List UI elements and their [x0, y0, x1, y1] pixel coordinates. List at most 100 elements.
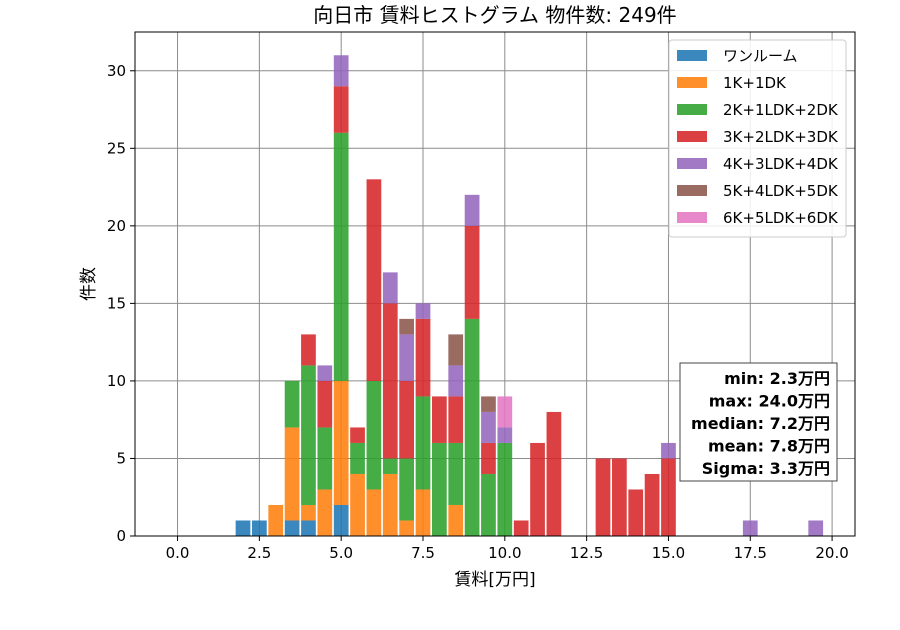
- bar-segment: [317, 380, 333, 428]
- stats-line: median: 7.2万円: [691, 414, 830, 433]
- stats-line: min: 2.3万円: [724, 369, 830, 388]
- bar-segment: [333, 504, 349, 536]
- legend-swatch: [677, 131, 707, 142]
- bar-segment: [415, 303, 431, 319]
- y-tick-label: 15: [107, 294, 126, 312]
- bar-segment: [481, 396, 496, 412]
- x-axis-label: 賃料[万円]: [454, 570, 535, 590]
- legend-swatch: [677, 185, 707, 196]
- bar-segment: [301, 520, 316, 536]
- bar-segment: [513, 520, 529, 536]
- bar-segment: [268, 504, 284, 536]
- bar-segment: [317, 365, 333, 381]
- y-tick-label: 30: [107, 62, 126, 80]
- bar-segment: [628, 489, 644, 536]
- bar-segment: [252, 520, 267, 536]
- legend-box: [668, 39, 847, 238]
- bar-segment: [742, 520, 758, 536]
- histogram-bars: [235, 55, 824, 536]
- legend-label: 5K+4LDK+5DK: [723, 182, 839, 200]
- x-axis-ticks: 0.0 2.5 5.0 7.5 10.0 12.5 15.0 17.5 20.0: [166, 536, 849, 562]
- bar-segment: [301, 365, 316, 505]
- legend-swatch: [677, 50, 707, 61]
- x-tick-label: 20.0: [815, 544, 848, 562]
- bar-segment: [333, 86, 349, 133]
- bar-segment: [661, 458, 676, 536]
- y-tick-label: 10: [107, 372, 126, 390]
- stats-line: mean: 7.8万円: [708, 437, 830, 456]
- bar-segment: [481, 442, 496, 474]
- bar-segment: [612, 458, 627, 536]
- legend-label: 4K+3LDK+4DK: [723, 155, 839, 173]
- x-tick-label: 5.0: [329, 544, 353, 562]
- x-tick-label: 10.0: [488, 544, 521, 562]
- legend: ワンルーム 1K+1DK 2K+1LDK+2DK 3K+2LDK+3DK 4K+3LDK…: [668, 39, 847, 238]
- bar-segment: [350, 427, 365, 443]
- bar-segment: [366, 380, 382, 490]
- bar-segment: [382, 458, 398, 474]
- bar-segment: [464, 225, 480, 319]
- bar-segment: [333, 132, 349, 381]
- bar-segment: [464, 318, 480, 536]
- x-tick-label: 7.5: [411, 544, 435, 562]
- legend-swatch: [677, 77, 707, 88]
- bar-segment: [448, 396, 464, 443]
- stats-box-frame: [679, 362, 838, 482]
- bar-segment: [284, 427, 300, 521]
- legend-label: ワンルーム: [723, 47, 798, 65]
- bar-segment: [333, 55, 349, 87]
- bar-segment: [481, 411, 496, 443]
- bar-segment: [399, 380, 414, 459]
- bar-segment: [382, 473, 398, 536]
- bar-segment: [399, 520, 414, 536]
- stats-line: Sigma: 3.3万円: [702, 459, 830, 478]
- y-tick-label: 0: [116, 527, 126, 545]
- bar-segment: [497, 427, 513, 443]
- stats-box: min: 2.3万円 max: 24.0万円 median: 7.2万円 mean: …: [679, 362, 838, 482]
- bar-segment: [497, 396, 513, 428]
- bar-segment: [448, 334, 464, 366]
- legend-label: 2K+1LDK+2DK: [723, 101, 839, 119]
- bar-segment: [382, 272, 398, 304]
- bar-segment: [399, 458, 414, 521]
- bar-segment: [464, 194, 480, 226]
- bar-segment: [366, 489, 382, 536]
- bar-segment: [317, 427, 333, 490]
- bar-segment: [350, 442, 365, 474]
- y-tick-label: 25: [107, 139, 126, 157]
- bar-segment: [333, 380, 349, 505]
- y-axis-ticks: 0 5 10 15 20 25 30: [107, 62, 135, 545]
- bar-segment: [644, 473, 660, 536]
- bar-segment: [350, 473, 365, 536]
- bar-segment: [415, 489, 431, 536]
- legend-label: 6K+5LDK+6DK: [723, 209, 839, 227]
- legend-label: 3K+2LDK+3DK: [723, 128, 839, 146]
- chart-title: 向日市 賃料ヒストグラム 物件数: 249件: [313, 3, 676, 27]
- bar-segment: [432, 396, 447, 443]
- bar-segment: [546, 411, 562, 536]
- bar-segment: [317, 489, 333, 536]
- stats-line: max: 24.0万円: [709, 392, 830, 411]
- x-tick-label: 15.0: [652, 544, 685, 562]
- bar-segment: [808, 520, 824, 536]
- bar-segment: [399, 318, 414, 335]
- bar-segment: [415, 318, 431, 397]
- x-tick-label: 12.5: [570, 544, 603, 562]
- bar-segment: [595, 458, 611, 536]
- bar-segment: [530, 442, 545, 536]
- bar-segment: [481, 473, 496, 536]
- y-tick-label: 20: [107, 217, 126, 235]
- bar-segment: [432, 442, 447, 536]
- legend-swatch: [677, 158, 707, 169]
- bar-segment: [382, 303, 398, 459]
- x-tick-label: 17.5: [734, 544, 767, 562]
- bar-segment: [301, 504, 316, 521]
- bar-segment: [301, 334, 316, 366]
- bar-segment: [448, 442, 464, 505]
- bar-segment: [448, 365, 464, 397]
- y-axis-label: 件数: [79, 267, 99, 301]
- x-tick-label: 2.5: [247, 544, 271, 562]
- bar-segment: [366, 179, 382, 381]
- y-tick-label: 5: [116, 449, 126, 467]
